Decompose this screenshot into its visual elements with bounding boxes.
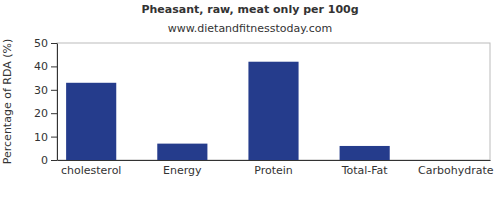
- y-tick-label: 50: [34, 37, 48, 50]
- y-tick-label: 0: [41, 154, 48, 167]
- y-tick-label: 40: [34, 60, 48, 73]
- y-tick: 30: [34, 84, 57, 97]
- x-tick: Protein: [254, 160, 293, 177]
- y-tick: 50: [34, 37, 57, 50]
- bar: [66, 83, 116, 160]
- y-tick: 0: [41, 154, 57, 167]
- y-tick: 40: [34, 60, 57, 73]
- x-tick: cholesterol: [61, 160, 121, 177]
- y-tick-mark: [51, 137, 57, 138]
- x-tick-label: cholesterol: [61, 164, 121, 177]
- bar: [431, 160, 481, 161]
- bar: [157, 144, 207, 160]
- x-axis: cholesterol Energy Protein Total-Fat Carbohy…: [58, 160, 494, 177]
- x-tick: Energy: [163, 160, 202, 177]
- plot-frame: [57, 43, 490, 160]
- bar: [248, 62, 298, 160]
- x-tick: Carbohydrate: [418, 160, 494, 177]
- y-tick-mark: [51, 113, 57, 114]
- x-tick-label: Protein: [254, 164, 293, 177]
- y-tick-mark: [51, 160, 57, 161]
- y-tick-mark: [51, 90, 57, 91]
- y-tick-label: 10: [34, 131, 48, 144]
- y-tick-mark: [51, 43, 57, 44]
- x-tick-label: Carbohydrate: [418, 164, 494, 177]
- y-axis-line: [57, 44, 58, 161]
- title: Pheasant, raw, meat only per 100g: [141, 3, 358, 16]
- bars: [66, 62, 390, 160]
- x-tick-label: Total-Fat: [341, 164, 389, 177]
- x-axis-line: [58, 160, 491, 161]
- x-tick-label: Energy: [163, 164, 202, 177]
- subtitle: www.dietandfitnesstoday.com: [168, 22, 332, 35]
- y-tick-mark: [51, 66, 57, 67]
- y-tick: 10: [34, 131, 57, 144]
- y-axis-title: Percentage of RDA (%): [1, 39, 14, 164]
- y-tick: 20: [34, 107, 57, 120]
- y-tick-label: 30: [34, 84, 48, 97]
- bar: [340, 146, 390, 160]
- x-tick: Total-Fat: [341, 160, 389, 177]
- y-axis: 0 10 20 30 40 50: [34, 37, 58, 167]
- chart: Pheasant, raw, meat only per 100g www.die…: [0, 0, 500, 200]
- y-tick-label: 20: [34, 107, 48, 120]
